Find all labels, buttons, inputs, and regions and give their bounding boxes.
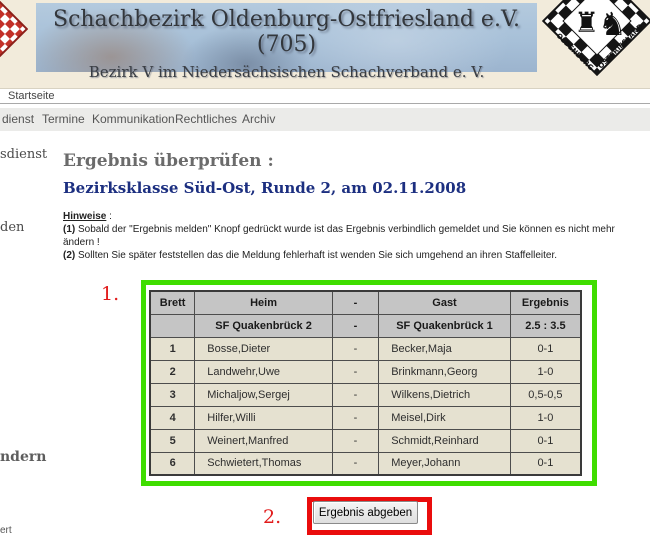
col-header-gast: Gast: [378, 290, 511, 315]
header-band: Schachbezirk Oldenburg-Ostfriesland e.V.…: [0, 0, 650, 88]
table-row: 5 Weinert,Manfred - Schmidt,Reinhard 0-1: [149, 428, 582, 453]
col-header-dash: -: [331, 290, 380, 315]
header-banner: Schachbezirk Oldenburg-Ostfriesland e.V.…: [36, 3, 537, 81]
annotation-label-1: 1.: [101, 283, 120, 305]
annotation-green-rectangle: [141, 280, 597, 486]
sidebar-fragment-den[interactable]: den: [0, 220, 25, 235]
main-nav: dienst Termine Kommunikation Rechtliches…: [0, 108, 650, 131]
table-row: 4 Hilfer,Willi - Meisel,Dirk 1-0: [149, 405, 582, 430]
hinweise-item: (1) Sobald der "Ergebnis melden" Knopf g…: [63, 224, 615, 248]
annotation-label-2: 2.: [263, 506, 282, 528]
col-header-ergebnis: Ergebnis: [509, 290, 582, 315]
sidebar-fragment-dienst[interactable]: sdienst: [0, 147, 48, 162]
sidebar-fragment-ndern[interactable]: ndern: [0, 449, 47, 465]
breadcrumb-startseite[interactable]: Startseite: [8, 90, 55, 102]
nav-item-dienst[interactable]: dienst: [2, 112, 35, 126]
ergebnis-abgeben-button[interactable]: Ergebnis abgeben: [313, 501, 418, 524]
site-title: Schachbezirk Oldenburg-Ostfriesland e.V.…: [53, 7, 520, 57]
table-header-row: Brett Heim - Gast Ergebnis: [149, 290, 582, 315]
table-row: 1 Bosse,Dieter - Becker,Maja 0-1: [149, 336, 582, 361]
page-title: Ergebnis überprüfen :: [63, 151, 274, 171]
nav-item-kommunikation[interactable]: Kommunikation: [92, 112, 175, 126]
annotation-red-rectangle: [307, 497, 432, 535]
table-row: 6 Schwietert,Thomas - Meyer,Johann 0-1: [149, 451, 582, 476]
chess-club-left-logo-icon: [0, 1, 28, 57]
table-row: 2 Landwehr,Uwe - Brinkmann,Georg 1-0: [149, 359, 582, 384]
guest-team: SF Quakenbrück 1: [378, 313, 511, 338]
nav-item-archiv[interactable]: Archiv: [242, 112, 276, 126]
nav-item-termine[interactable]: Termine: [42, 112, 85, 126]
site-subtitle: Bezirk V im Niedersächsischen Schachverb…: [88, 63, 485, 81]
team-row: SF Quakenbrück 2 - SF Quakenbrück 1 2.5 …: [149, 313, 582, 338]
result-table: Brett Heim - Gast Ergebnis SF Quakenbrüc…: [149, 290, 582, 476]
col-header-brett: Brett: [149, 290, 196, 315]
home-team: SF Quakenbrück 2: [194, 313, 333, 338]
col-header-heim: Heim: [194, 290, 333, 315]
sidebar-fragment-ert[interactable]: ert: [0, 525, 12, 536]
table-row: 3 Michaljow,Sergej - Wilkens,Dietrich 0,…: [149, 382, 582, 407]
nav-item-rechtliches[interactable]: Rechtliches: [175, 112, 238, 126]
oldenburg-ostfriesland-logo-icon: ♜ ♞ OLDENBURG OSTFRIESLAND: [542, 0, 650, 76]
round-subtitle: Bezirksklasse Süd-Ost, Runde 2, am 02.11…: [63, 179, 467, 197]
match-score: 2.5 : 3.5: [509, 313, 582, 338]
hinweise-item: (2) Sollten Sie später feststellen das d…: [63, 250, 558, 261]
hinweise-title: Hinweise :: [63, 211, 112, 222]
hinweise-block: Hinweise : (1) Sobald der "Ergebnis meld…: [63, 210, 645, 262]
knight-icon: ♞: [598, 5, 627, 43]
rook-icon: ♜: [574, 6, 599, 39]
breadcrumb: Startseite: [0, 88, 650, 104]
